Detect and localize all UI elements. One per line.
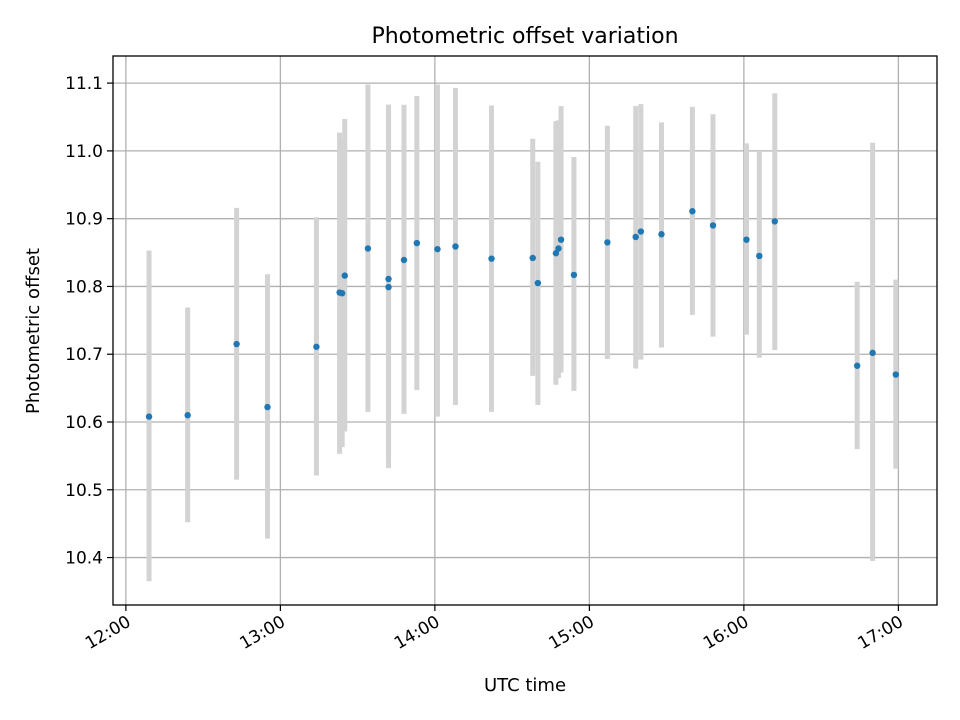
data-point	[658, 231, 665, 238]
x-tick-label: 12:00	[82, 612, 134, 654]
x-axis: 12:00 13:00 14:00 15:00 16:00 17:00	[82, 605, 907, 654]
data-point	[689, 208, 696, 215]
data-point	[434, 245, 441, 253]
data-point	[529, 254, 536, 262]
data-point	[632, 233, 639, 241]
data-point	[264, 403, 271, 411]
data-point	[341, 272, 348, 279]
data-point	[853, 362, 861, 369]
data-point	[771, 218, 778, 225]
y-tick-label: 10.5	[65, 481, 103, 501]
grid	[113, 56, 937, 605]
data-point	[534, 279, 542, 287]
data-point	[145, 413, 153, 420]
data-point	[313, 343, 320, 350]
data-point	[364, 245, 372, 252]
y-tick-label: 10.9	[65, 210, 103, 230]
data-point	[743, 236, 750, 243]
y-axis: 10.4 10.5 10.6 10.7 10.8 10.9 11.0 11.1	[65, 74, 113, 569]
data-point	[557, 236, 565, 243]
y-tick-label: 10.6	[65, 413, 103, 433]
data-points	[145, 208, 899, 420]
data-point	[413, 239, 421, 247]
data-point	[892, 371, 899, 378]
data-point	[400, 256, 408, 264]
plot-frame	[112, 55, 938, 606]
error-bars	[146, 84, 899, 582]
y-tick-label: 11.1	[65, 74, 103, 94]
data-point	[385, 275, 392, 283]
y-tick-label: 10.8	[65, 277, 103, 297]
x-tick-label: 15:00	[545, 612, 597, 654]
x-tick-label: 16:00	[700, 612, 752, 654]
data-point	[552, 250, 560, 257]
y-tick-label: 10.7	[65, 345, 103, 365]
x-tick-label: 14:00	[391, 612, 443, 654]
y-tick-label: 10.4	[65, 549, 103, 569]
data-point	[233, 340, 240, 348]
data-point	[184, 412, 191, 419]
y-tick-label: 11.0	[65, 142, 103, 162]
data-point	[869, 349, 876, 357]
data-point	[637, 228, 645, 235]
data-point	[604, 239, 611, 246]
data-point	[385, 283, 392, 291]
data-point	[555, 245, 562, 252]
data-point	[709, 222, 717, 229]
data-point	[570, 271, 578, 279]
data-point	[756, 252, 763, 260]
chart-title: Photometric offset variation	[371, 24, 678, 49]
x-tick-label: 13:00	[236, 612, 288, 654]
x-axis-label: UTC time	[484, 675, 566, 696]
data-point	[338, 290, 346, 297]
data-point	[488, 255, 495, 262]
data-point	[452, 243, 459, 250]
x-tick-label: 17:00	[854, 612, 906, 654]
y-axis-label: Photometric offset	[23, 248, 44, 414]
